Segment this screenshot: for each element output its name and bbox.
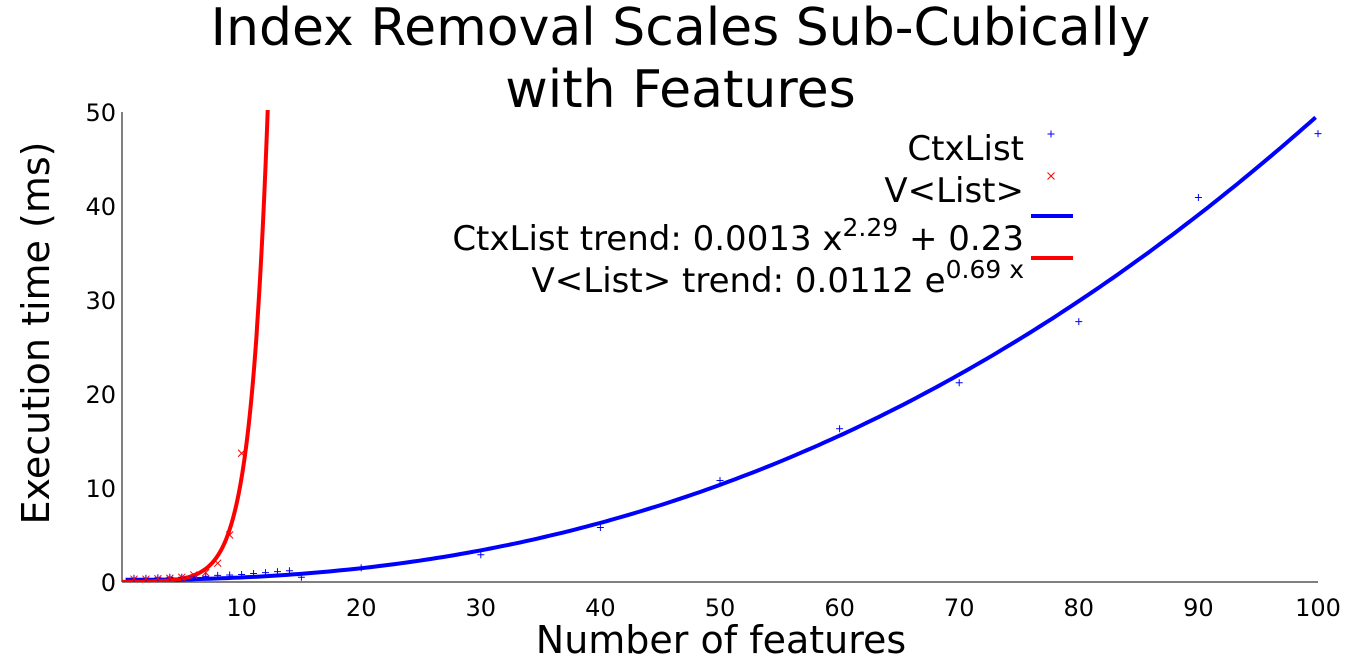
chart-title-line-1: Index Removal Scales Sub-Cubically: [210, 0, 1151, 58]
vlist-point: [225, 531, 234, 539]
legend-label: CtxList trend: 0.0013 x2.29 + 0.23: [452, 213, 1024, 259]
ctxlist-point: [716, 476, 724, 484]
ctxlist-point: [357, 564, 365, 572]
legend-label: CtxList: [907, 129, 1024, 169]
vlist-point: [177, 573, 186, 582]
y-tick-label: 40: [85, 193, 116, 221]
trend-line-2: [122, 110, 270, 582]
vlist-point: [142, 575, 150, 584]
x-tick-label: 40: [585, 594, 616, 622]
ctxlist-point: [1194, 194, 1202, 202]
x-tick-label: 10: [226, 594, 257, 622]
ctxlist-point: [202, 572, 210, 580]
x-tick-label: 90: [1183, 594, 1214, 622]
data-points: [130, 130, 1322, 584]
ctxlist-point: [142, 574, 150, 582]
ctxlist-point: [836, 425, 844, 433]
y-tick-label: 20: [85, 381, 116, 409]
axes: 10 20 30 40 50 60 70 80 90 100 0 10 20 30 40 50: [85, 99, 1340, 622]
ctxlist-point: [1314, 130, 1322, 138]
y-tick-label: 0: [101, 569, 116, 597]
ctxlist-point: [1075, 318, 1083, 326]
y-tick-label: 50: [85, 99, 116, 127]
vlist-point: [213, 559, 222, 568]
x-tick-label: 60: [824, 594, 855, 622]
ctxlist-point: [226, 571, 234, 579]
x-tick-label: 50: [705, 594, 736, 622]
trend-line-1: [125, 115, 1317, 582]
vlist-point: [201, 568, 210, 577]
ctxlist-point: [214, 571, 222, 579]
y-axis-label: Execution time (ms): [14, 142, 58, 525]
chart-title-line-2: with Features: [505, 60, 856, 120]
ctxlist-point: [250, 570, 258, 578]
vlist-point: [130, 575, 138, 584]
ctxlist-point: [130, 574, 138, 582]
ctxlist-point: [238, 570, 246, 578]
ctxlist-point: [285, 567, 293, 575]
x-axis-label: Number of features: [536, 618, 906, 662]
legend-label: V<List>: [884, 171, 1024, 211]
trend-curves: [122, 110, 1317, 582]
legend-marker-x: [1047, 172, 1055, 180]
ctxlist-point: [262, 569, 270, 577]
ctxlist-point: [955, 379, 963, 387]
legend-label: V<List> trend: 0.0112 e0.69 x: [532, 255, 1024, 301]
x-tick-label: 80: [1064, 594, 1095, 622]
y-tick-label: 30: [85, 287, 116, 315]
vlist-point: [154, 574, 162, 583]
vlist-point: [237, 449, 246, 458]
ctxlist-point: [297, 573, 305, 581]
x-tick-label: 20: [346, 594, 377, 622]
ctxlist-point: [154, 574, 162, 582]
y-tick-label: 10: [85, 475, 116, 503]
x-tick-label: 100: [1295, 594, 1341, 622]
vlist-point: [165, 574, 174, 583]
vlist-point: [189, 571, 198, 579]
ctxlist-point: [166, 573, 174, 581]
ctxlist-point: [596, 523, 604, 531]
legend-marker-plus: [1047, 130, 1055, 138]
x-tick-label: 70: [944, 594, 975, 622]
ctxlist-point: [273, 568, 281, 576]
ctxlist-point: [477, 551, 485, 559]
x-tick-label: 30: [466, 594, 497, 622]
